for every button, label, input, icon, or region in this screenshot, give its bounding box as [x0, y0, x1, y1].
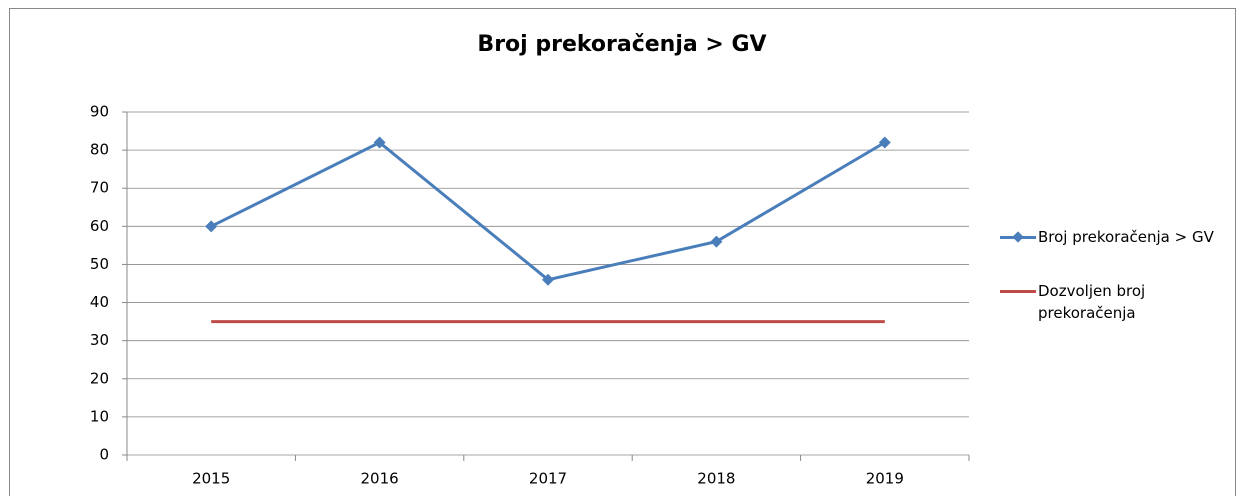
y-tick-label: 70 [90, 179, 109, 197]
y-tick-label: 40 [90, 293, 109, 311]
x-tick-label: 2015 [192, 470, 230, 488]
y-tick-label: 10 [90, 407, 109, 425]
x-tick-label: 2019 [866, 470, 904, 488]
y-tick-label: 0 [99, 446, 109, 464]
legend-line [1000, 290, 1036, 293]
chart-border [9, 8, 1236, 496]
marker [878, 136, 891, 149]
x-tick-label: 2016 [361, 470, 399, 488]
x-tick-label: 2018 [697, 470, 735, 488]
y-tick-label: 60 [90, 217, 109, 235]
chart-title: Broj prekoračenja > GV [477, 32, 766, 57]
marker [710, 235, 723, 248]
y-tick-label: 90 [90, 103, 109, 121]
legend-marker [1012, 231, 1024, 243]
legend-swatch [1000, 280, 1036, 302]
y-tick-label: 80 [90, 141, 109, 159]
marker [542, 273, 554, 286]
legend-label: Broj prekoračenja > GV [1038, 228, 1214, 246]
legend-item: Dozvoljen broj prekoračenja [1000, 280, 1215, 324]
y-tick-label: 30 [90, 331, 109, 349]
legend-swatch [1000, 226, 1036, 248]
legend-label: Dozvoljen broj prekoračenja [1038, 282, 1146, 322]
y-tick-label: 20 [90, 369, 109, 387]
y-tick-label: 50 [90, 255, 109, 273]
legend-item: Broj prekoračenja > GV [1000, 226, 1215, 248]
series-line [210, 140, 886, 282]
marker [205, 220, 218, 233]
marker [373, 136, 386, 149]
x-tick-label: 2017 [529, 470, 567, 488]
